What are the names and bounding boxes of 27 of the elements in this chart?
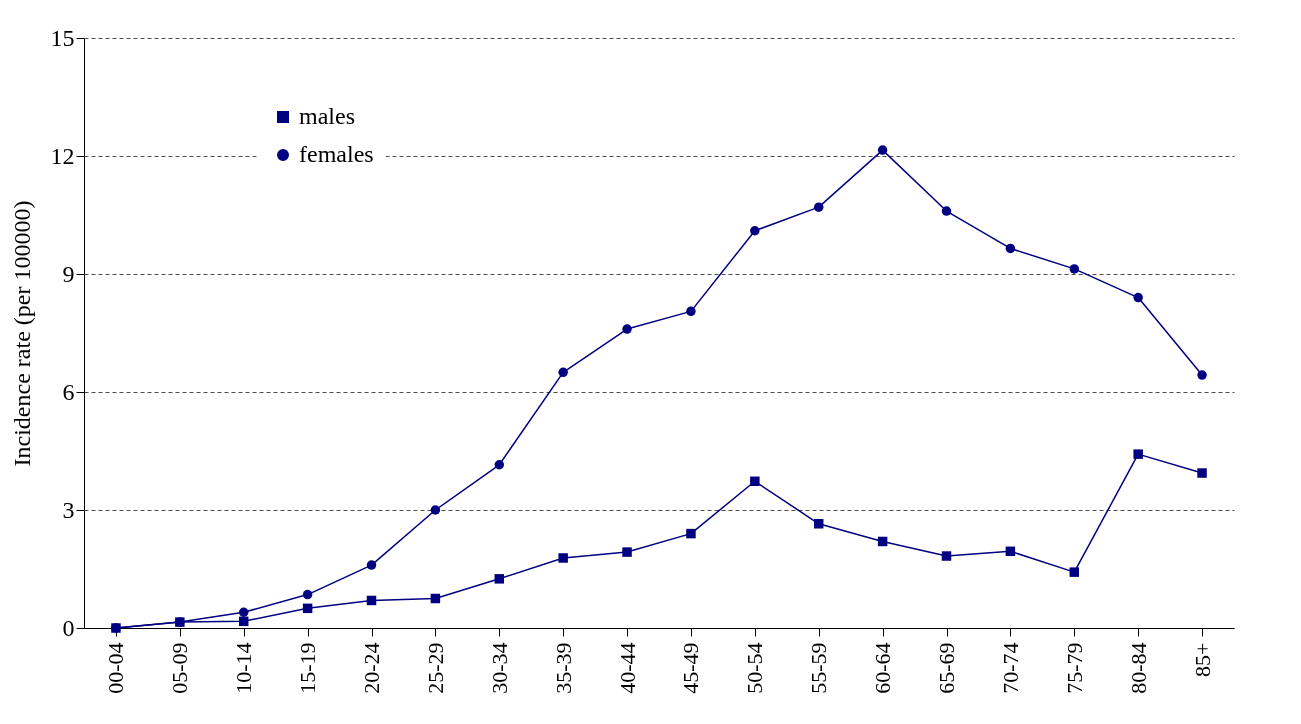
y-tick-label: 12: [50, 142, 75, 169]
x-tick-label: 60-64: [870, 642, 896, 694]
x-tick-label: 80-84: [1125, 642, 1151, 694]
x-tick-label: 70-74: [997, 642, 1023, 694]
x-tick-label: 05-09: [167, 642, 193, 694]
x-tick-label: 40-44: [614, 642, 640, 694]
legend-label: females: [299, 141, 374, 167]
x-tick-label: 30-34: [486, 642, 512, 694]
x-tick-label: 35-39: [550, 642, 576, 694]
x-tick-label: 85+: [1189, 642, 1215, 677]
x-tick-label: 15-19: [295, 642, 321, 694]
x-tick-label: 50-54: [742, 642, 768, 694]
y-tick-label: 0: [62, 614, 75, 641]
y-tick-label: 6: [62, 378, 75, 405]
y-tick-label: 9: [62, 260, 75, 287]
x-tick-label: 75-79: [1061, 642, 1087, 694]
x-tick-label: 55-59: [806, 642, 832, 694]
y-tick-label: 15: [50, 24, 75, 51]
x-tick-label: 65-69: [934, 642, 959, 694]
x-tick-label: 10-14: [231, 642, 257, 694]
x-tick-label: 25-29: [422, 642, 448, 694]
legend-label: males: [299, 103, 355, 129]
y-axis-title: Incidence rate (per 100000): [8, 200, 35, 467]
x-tick-label: 20-24: [359, 642, 384, 694]
x-tick-label: 45-49: [678, 642, 704, 694]
y-tick-label: 3: [62, 496, 75, 523]
x-tick-label: 00-04: [103, 642, 129, 694]
